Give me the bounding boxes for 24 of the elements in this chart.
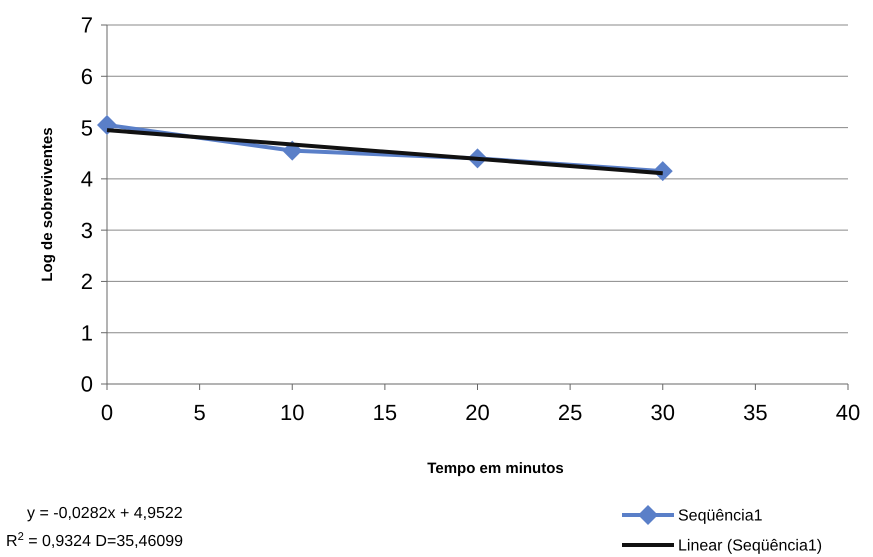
text: R$^{2}$ = 0,9324 D=35,46099 xyxy=(6,531,184,550)
x-tick-label: 40 xyxy=(836,400,860,425)
y-tick-label: 6 xyxy=(80,64,93,89)
text: y = -0,0282x + 4,9522 xyxy=(27,505,183,522)
y-tick-label: 3 xyxy=(80,218,93,243)
point xyxy=(97,115,117,136)
x-tick-label: 30 xyxy=(650,400,675,425)
x-tick-label: 25 xyxy=(558,400,582,425)
y-tick-label: 7 xyxy=(80,12,93,38)
y-tick-label: 4 xyxy=(80,166,93,192)
x-tick-label: 20 xyxy=(465,400,490,425)
x-tick-label: 10 xyxy=(280,400,304,425)
legend-label: Seqüência1 xyxy=(678,508,763,525)
y-tick-label: 5 xyxy=(80,115,93,140)
y-axis-title: Log de sobreviventes xyxy=(39,127,56,282)
x-tick-label: 15 xyxy=(372,400,398,425)
legend-label: Linear (Seqüência1) xyxy=(678,538,822,555)
x-axis-title: Tempo em minutos xyxy=(427,460,564,477)
x-tick-label: 0 xyxy=(100,400,114,425)
y-tick-label: 1 xyxy=(80,320,93,346)
x-tick-label: 5 xyxy=(194,400,206,425)
y-tick-label: 2 xyxy=(80,269,93,294)
x-tick-label: 35 xyxy=(743,400,768,425)
y-tick-label: 0 xyxy=(80,372,93,397)
